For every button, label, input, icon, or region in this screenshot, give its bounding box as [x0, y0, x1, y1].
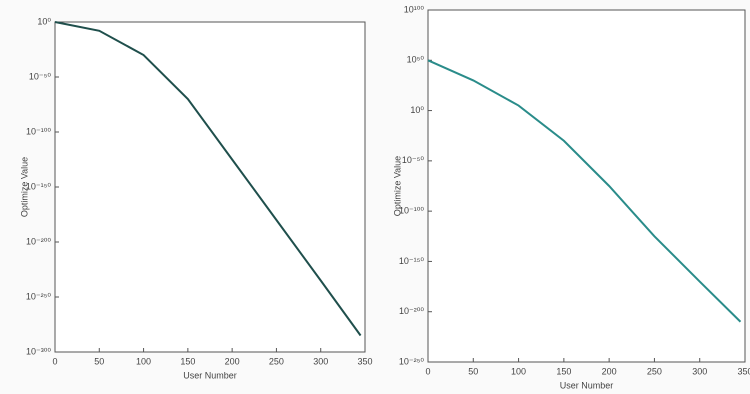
y-tick-label: 10⁻¹⁰⁰ [26, 126, 51, 136]
x-tick-label: 50 [94, 356, 104, 366]
data-line [427, 59, 742, 323]
y-tick-label: 10⁻²⁰⁰ [26, 236, 51, 246]
x-tick-label: 350 [357, 356, 372, 366]
data-line [54, 21, 362, 337]
x-tick-label: 300 [692, 366, 707, 376]
x-tick-label: 250 [269, 356, 284, 366]
x-tick-label: 150 [556, 366, 571, 376]
y-tick-label: 10⁻²⁵⁰ [26, 291, 51, 301]
x-tick-label: 200 [225, 356, 240, 366]
y-tick-label: 10⁻³⁰⁰ [26, 346, 51, 356]
x-tick-label: 200 [602, 366, 617, 376]
y-tick-label: 10⁻²⁵⁰ [399, 356, 424, 366]
plot-area [54, 21, 366, 353]
y-tick-label: 10⁻¹⁵⁰ [399, 256, 424, 266]
x-tick-label: 300 [313, 356, 328, 366]
x-tick-label: 100 [136, 356, 151, 366]
x-axis-label: User Number [560, 380, 614, 390]
x-tick-label: 100 [511, 366, 526, 376]
x-tick-label: 350 [737, 366, 750, 376]
y-tick-label: 10⁻¹⁰⁰ [399, 206, 424, 216]
y-tick-label: 10¹⁰⁰ [404, 4, 425, 14]
x-tick-label: 150 [180, 356, 195, 366]
x-tick-label: 50 [468, 366, 478, 376]
x-axis-label: User Number [183, 370, 237, 380]
y-axis-label: Optimize Value [19, 157, 29, 217]
y-axis-label: Optimize Value [392, 156, 402, 216]
y-tick-label: 10⁵⁰ [407, 55, 425, 65]
y-tick-label: 10⁻¹⁵⁰ [26, 181, 51, 191]
y-tick-label: 10⁻⁵⁰ [402, 155, 424, 165]
x-tick-label: 0 [425, 366, 430, 376]
x-tick-label: 250 [647, 366, 662, 376]
y-tick-label: 10⁻⁵⁰ [29, 71, 51, 81]
y-tick-label: 10⁰ [410, 105, 424, 115]
plot-area [427, 9, 746, 363]
y-tick-label: 10⁰ [37, 16, 51, 26]
y-tick-label: 10⁻²⁰⁰ [399, 306, 424, 316]
x-tick-label: 0 [52, 356, 57, 366]
